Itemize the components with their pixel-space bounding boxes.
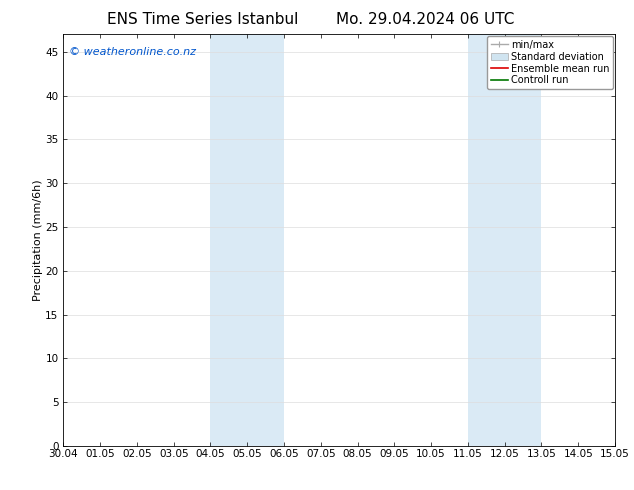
Bar <box>210 34 284 446</box>
Y-axis label: Precipitation (mm/6h): Precipitation (mm/6h) <box>32 179 42 301</box>
Bar <box>468 34 541 446</box>
Text: Mo. 29.04.2024 06 UTC: Mo. 29.04.2024 06 UTC <box>335 12 514 27</box>
Legend: min/max, Standard deviation, Ensemble mean run, Controll run: min/max, Standard deviation, Ensemble me… <box>488 36 613 89</box>
Text: © weatheronline.co.nz: © weatheronline.co.nz <box>69 47 196 57</box>
Text: ENS Time Series Istanbul: ENS Time Series Istanbul <box>107 12 299 27</box>
